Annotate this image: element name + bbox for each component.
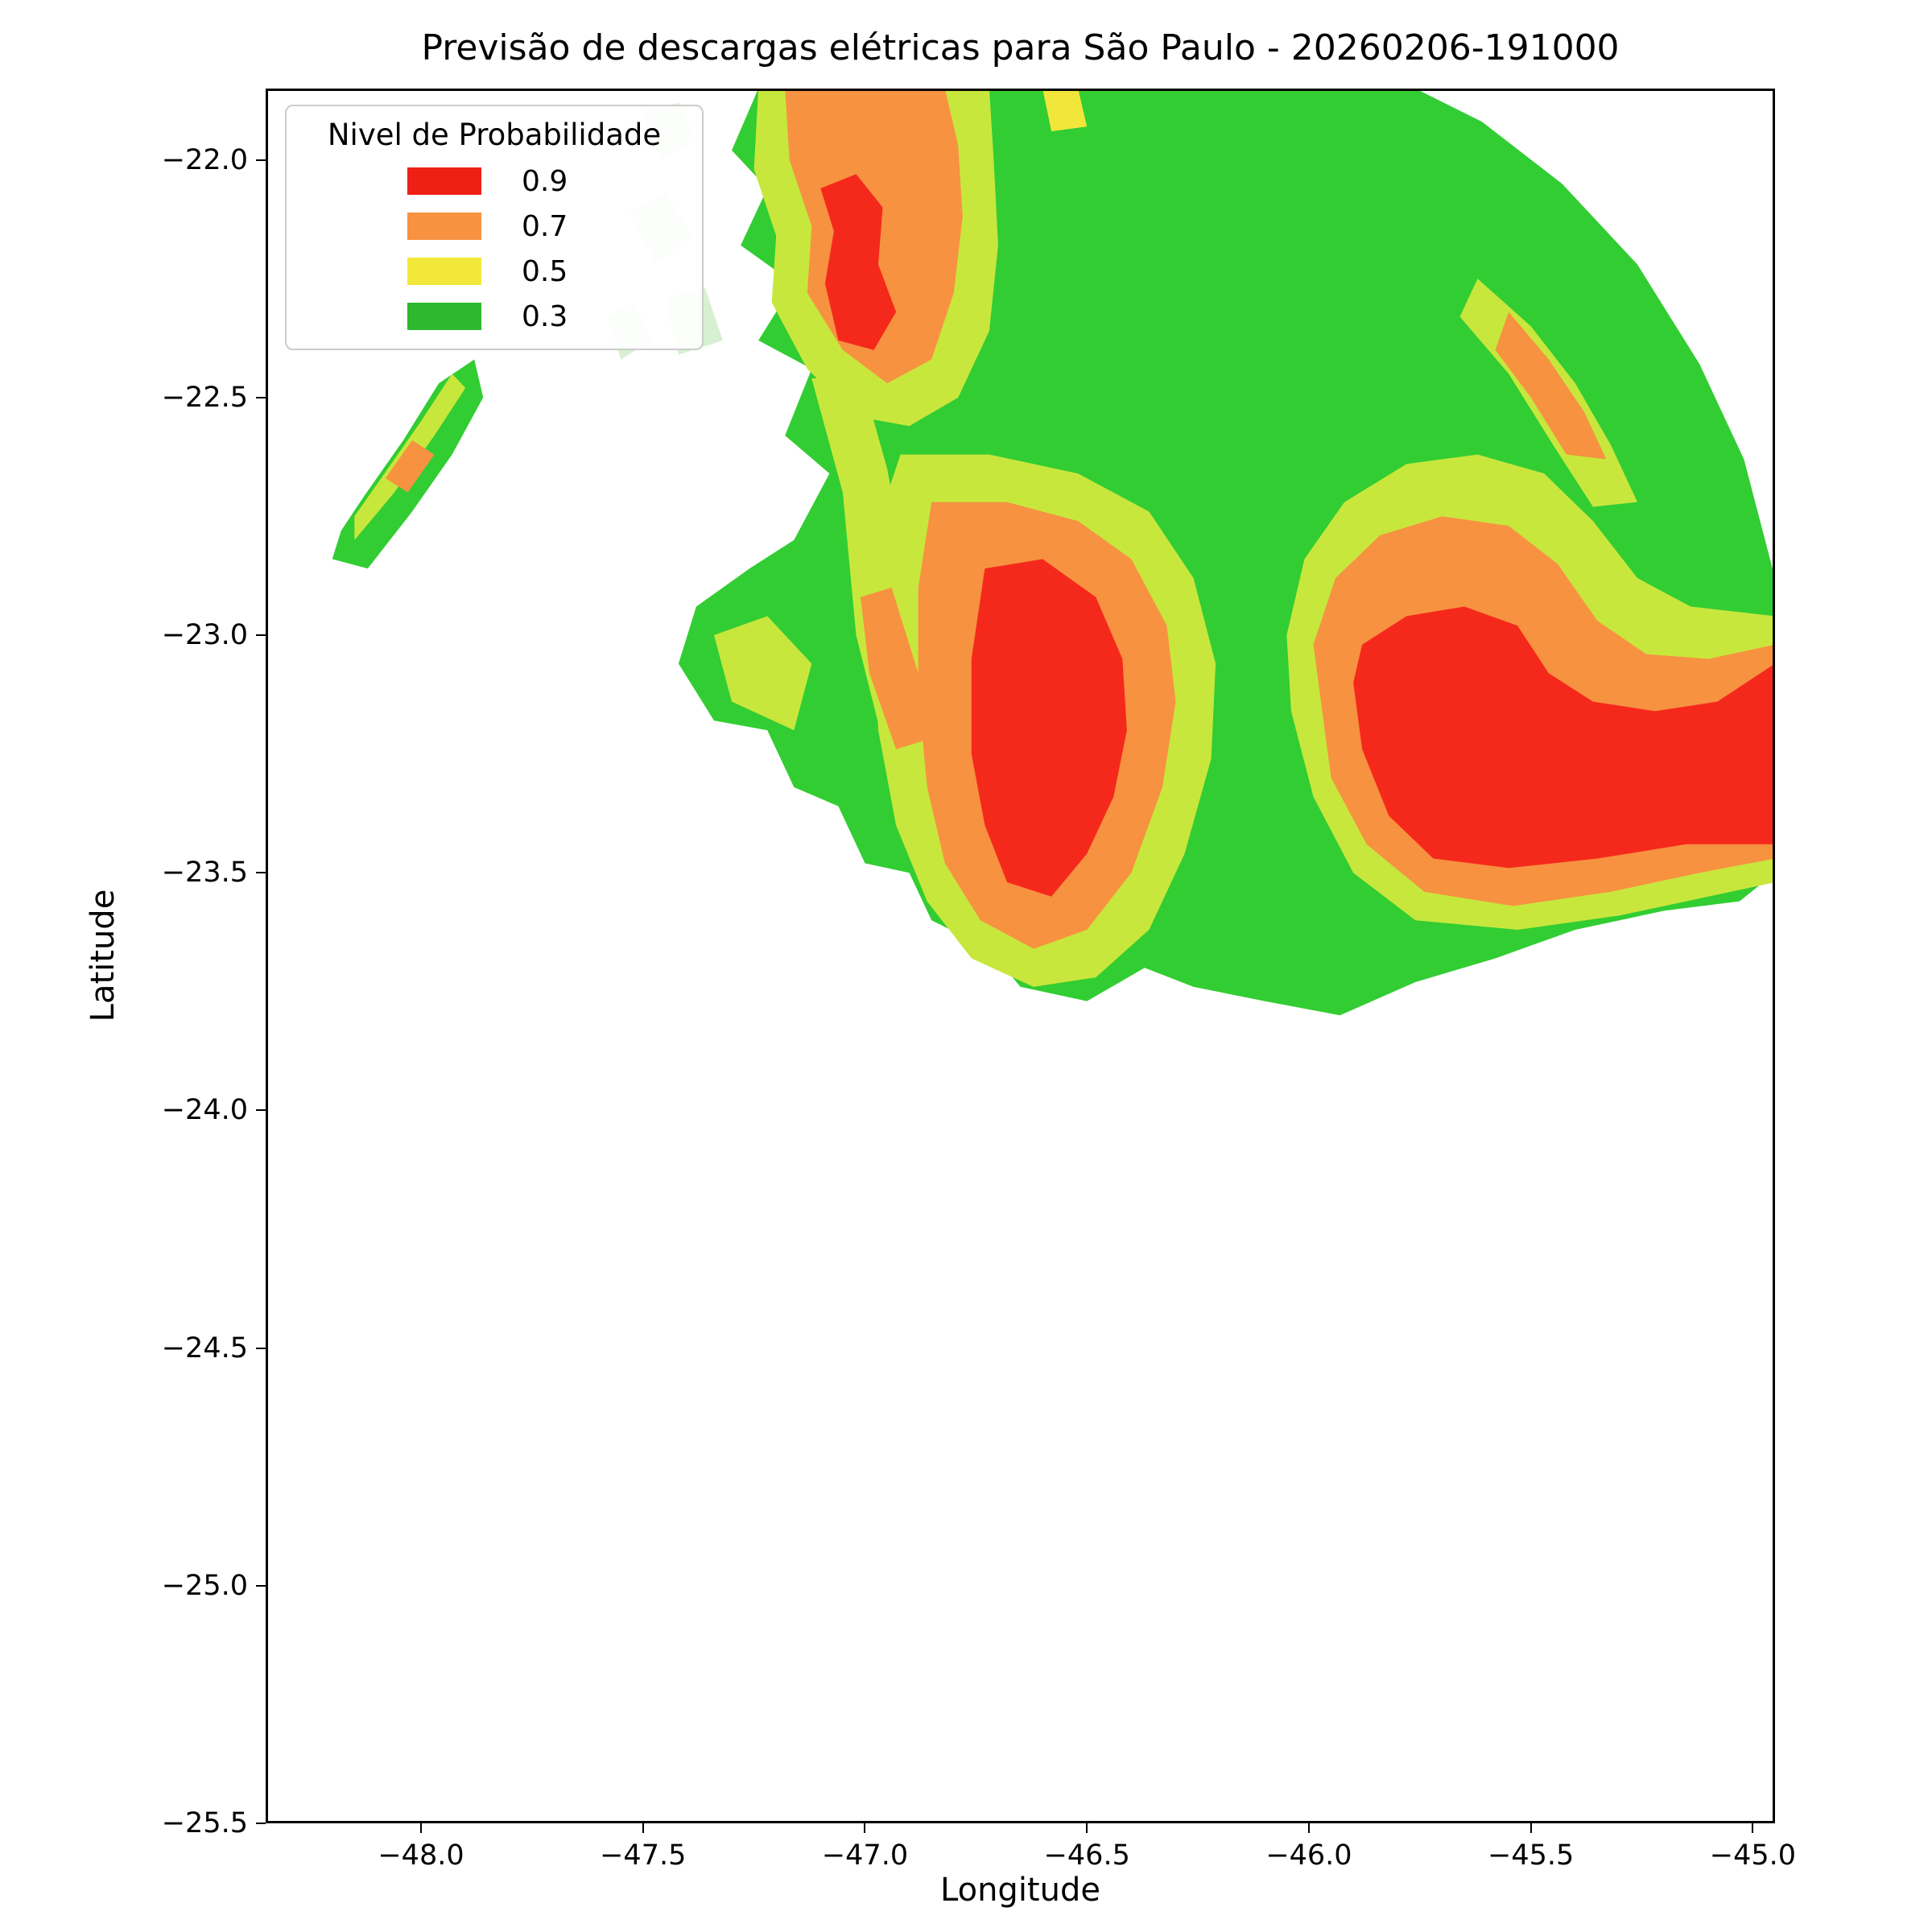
legend-entry-label: 0.5 (522, 254, 568, 288)
y-tick-mark (256, 396, 266, 398)
y-tick-mark (256, 159, 266, 161)
x-tick-mark (420, 1823, 422, 1833)
region-orange-nw-spot (385, 440, 435, 493)
legend-swatch-icon (407, 213, 481, 240)
x-tick-mark (1086, 1823, 1088, 1833)
y-tick-mark (256, 1823, 266, 1824)
x-tick-mark (642, 1823, 644, 1833)
x-tick-mark (1530, 1823, 1532, 1833)
map-canvas (266, 89, 1775, 1823)
y-tick-label: −22.5 (161, 381, 248, 414)
legend-swatch-icon (407, 303, 481, 330)
legend-swatch-icon (407, 167, 481, 195)
legend-entry-label: 0.9 (522, 164, 568, 198)
legend-items: 0.9 0.7 0.5 0.3 (287, 159, 702, 339)
x-tick-mark (864, 1823, 866, 1833)
x-tick-label: −46.5 (1043, 1839, 1130, 1872)
plot-box: Nivel de Probabilidade 0.9 0.7 0.5 0.3 (266, 89, 1775, 1823)
y-tick-label: −25.5 (161, 1807, 248, 1839)
legend-entry-0.3: 0.3 (407, 294, 702, 339)
region-red-top (820, 174, 897, 350)
region-yellow-hook-patch (714, 616, 812, 731)
region-red-right (1353, 606, 1775, 869)
y-tick-label: −25.0 (161, 1569, 248, 1602)
y-tick-mark (256, 872, 266, 874)
x-tick-label: −46.0 (1265, 1839, 1352, 1872)
x-axis-label: Longitude (940, 1872, 1100, 1909)
y-tick-label: −23.0 (161, 618, 248, 651)
x-tick-label: −47.5 (600, 1839, 687, 1872)
region-red-central (971, 559, 1127, 897)
y-tick-mark (256, 1584, 266, 1587)
y-tick-label: −23.5 (161, 857, 248, 890)
legend-entry-0.9: 0.9 (407, 159, 702, 204)
legend-entry-0.5: 0.5 (407, 249, 702, 294)
y-tick-label: −22.0 (161, 143, 248, 176)
x-tick-label: −45.5 (1488, 1839, 1575, 1872)
legend-entry-0.7: 0.7 (407, 204, 702, 249)
y-tick-mark (256, 1347, 266, 1349)
region-gold-spot (1042, 89, 1088, 132)
y-tick-mark (256, 1109, 266, 1112)
x-tick-label: −48.0 (378, 1839, 464, 1872)
x-tick-label: −47.0 (821, 1839, 909, 1872)
legend-title: Nivel de Probabilidade (327, 118, 662, 152)
x-tick-mark (1307, 1823, 1310, 1833)
x-tick-mark (1752, 1823, 1754, 1833)
axes-frame (266, 89, 1775, 1823)
y-axis-label: Latitude (85, 889, 122, 1022)
chart-title: Previsão de descargas elétricas para São… (421, 27, 1620, 68)
y-tick-mark (256, 634, 266, 636)
legend: Nivel de Probabilidade 0.9 0.7 0.5 0.3 (285, 105, 704, 350)
y-tick-label: −24.5 (161, 1331, 248, 1364)
region-orange-left-strip (861, 587, 927, 749)
legend-entry-label: 0.3 (522, 299, 568, 333)
x-tick-label: −45.0 (1709, 1839, 1797, 1872)
legend-swatch-icon (407, 258, 481, 285)
legend-entry-label: 0.7 (522, 209, 568, 243)
y-tick-label: −24.0 (161, 1094, 248, 1127)
region-orange-arc-band (1495, 312, 1607, 460)
